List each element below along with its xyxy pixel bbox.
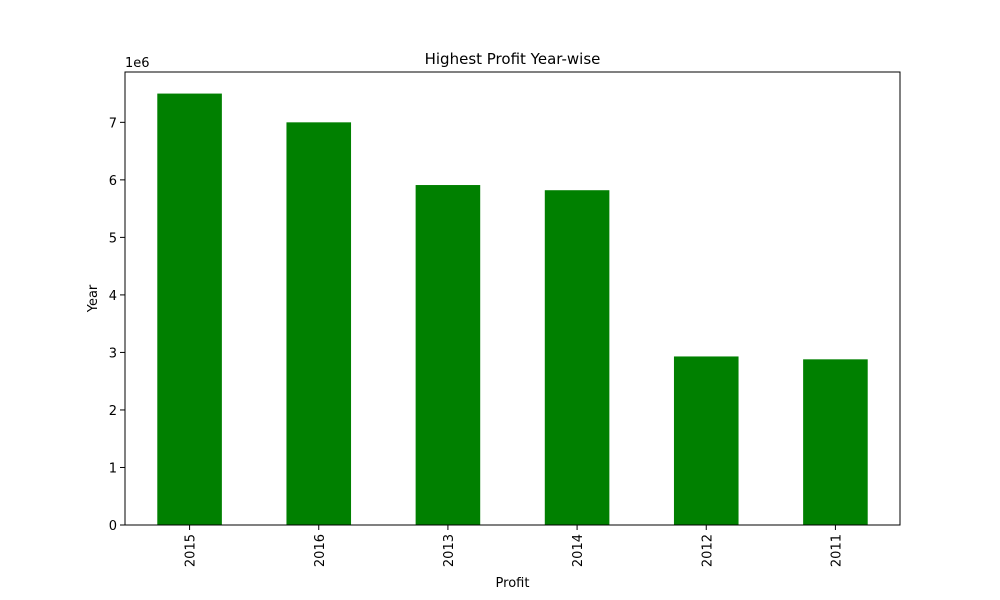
- x-tick-label: 2015: [184, 534, 199, 567]
- bar-2016: [286, 122, 352, 525]
- x-axis: 2015 2016 2013 2014 2012 2011: [184, 525, 844, 567]
- y-tick-label: 3: [109, 346, 117, 361]
- y-tick-label: 6: [109, 174, 117, 189]
- bar-2011: [803, 359, 868, 525]
- x-tick-label: 2011: [829, 534, 844, 567]
- x-tick-label: 2014: [571, 534, 586, 567]
- y-tick-label: 1: [109, 461, 117, 476]
- x-tick-label: 2016: [313, 534, 328, 567]
- bar-2013: [415, 185, 481, 525]
- y-tick-label: 4: [109, 289, 117, 304]
- bars: [157, 93, 868, 526]
- bar-2012: [673, 356, 739, 525]
- y-axis: 0 1 2 3 4 5 6 7: [109, 116, 125, 534]
- y-tick-label: 5: [109, 231, 117, 246]
- y-tick-label: 7: [109, 116, 117, 131]
- y-tick-label: 2: [109, 404, 117, 419]
- y-tick-label: 0: [109, 519, 117, 534]
- bar-2014: [544, 190, 610, 525]
- bar-2015: [157, 93, 222, 526]
- x-tick-label: 2012: [700, 534, 715, 567]
- chart-title: Highest Profit Year-wise: [425, 50, 601, 68]
- x-tick-label: 2013: [442, 534, 457, 567]
- y-axis-label: Year: [86, 284, 101, 313]
- y-offset-label: 1e6: [125, 56, 150, 71]
- plot-area-frame: [124, 71, 901, 526]
- x-axis-label: Profit: [496, 576, 530, 591]
